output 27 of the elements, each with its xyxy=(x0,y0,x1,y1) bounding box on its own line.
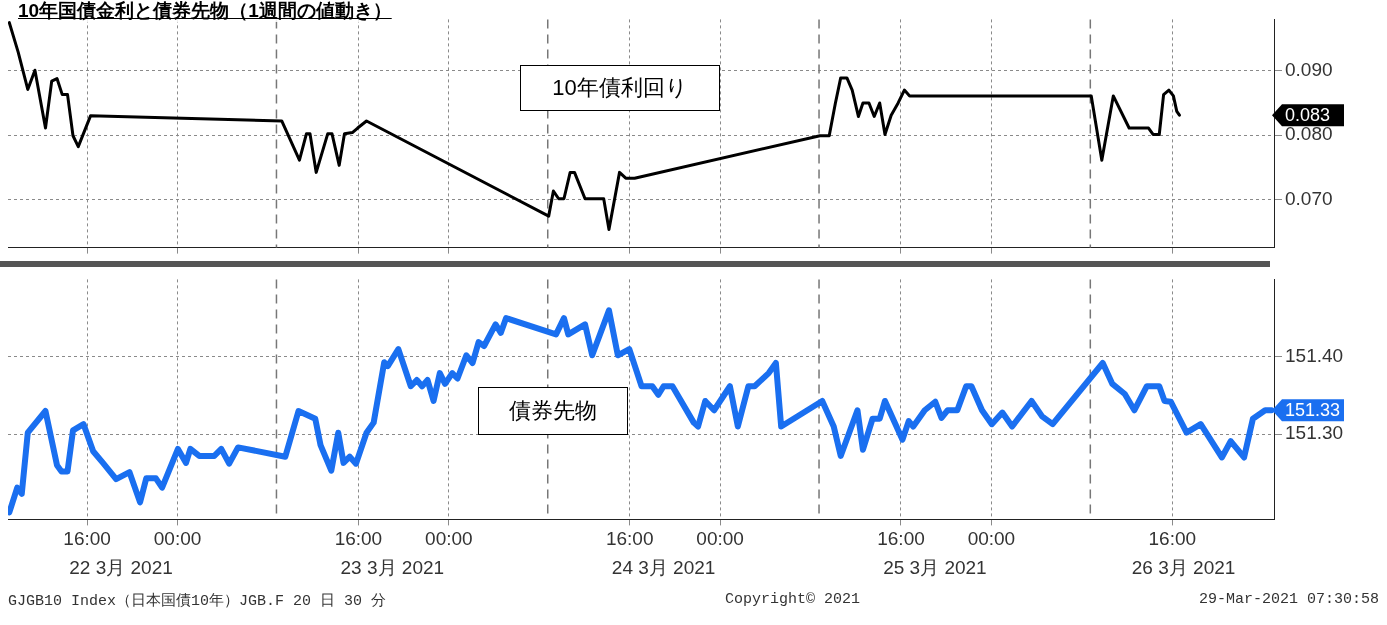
y-tick-label: 0.070 xyxy=(1285,187,1333,209)
x-tick-label: 16:00 xyxy=(1148,528,1197,550)
text: 10年債利回り xyxy=(520,65,720,111)
x2-tick-label: 24 3月 2021 xyxy=(611,556,716,578)
x-tick-label: 16:00 xyxy=(63,528,111,550)
y-tick-label: 0.080 xyxy=(1285,123,1333,145)
text: Copyright© 2021 xyxy=(724,591,861,610)
series-label: 債券先物 xyxy=(478,387,628,435)
text: 151.33 xyxy=(1285,400,1341,421)
x2-tick-label: 22 3月 2021 xyxy=(69,556,173,578)
x2-tick-label: 23 3月 2021 xyxy=(340,556,445,578)
x-tick-label: 16:00 xyxy=(877,528,925,550)
text: 29-Mar-2021 07:30:58 xyxy=(1198,591,1379,610)
x-tick-label: 16:00 xyxy=(334,528,383,550)
x2-tick-label: 25 3月 2021 xyxy=(883,556,987,578)
x-tick-label: 00:00 xyxy=(425,528,473,550)
x2-tick-label: 26 3月 2021 xyxy=(1131,556,1236,578)
text: GJGB10 Index（日本国債10年）JGB.F 20 日 30 分 xyxy=(8,591,387,610)
x-tick-label: 00:00 xyxy=(153,528,202,550)
text: 0.083 xyxy=(1285,105,1331,126)
chart-title: 10年国債金利と債券先物（1週間の値動き） xyxy=(18,0,392,22)
x-tick-label: 00:00 xyxy=(967,528,1016,550)
y-tick-label: 151.40 xyxy=(1285,345,1344,367)
y-tick-label: 151.30 xyxy=(1285,422,1344,444)
x-tick-label: 00:00 xyxy=(696,528,744,550)
y-tick-label: 0.090 xyxy=(1285,59,1333,81)
x-tick-label: 16:00 xyxy=(605,528,654,550)
